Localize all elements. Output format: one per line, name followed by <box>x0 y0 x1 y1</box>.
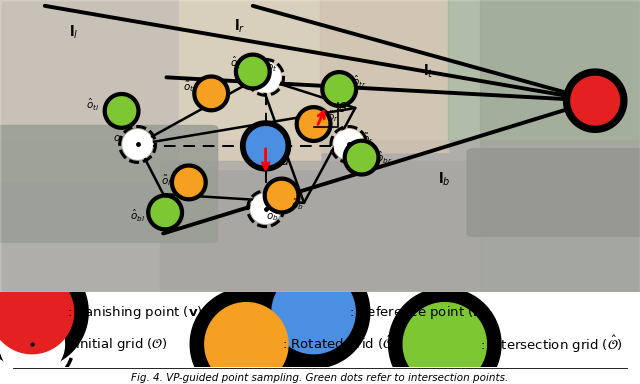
Text: $o_t$: $o_t$ <box>266 63 278 74</box>
Text: $\tilde{o}_l$: $\tilde{o}_l$ <box>161 174 172 189</box>
Polygon shape <box>251 63 280 92</box>
Text: $\hat{o}_{tl}$: $\hat{o}_{tl}$ <box>86 97 99 113</box>
Bar <box>0 0 179 181</box>
Polygon shape <box>170 164 207 201</box>
Polygon shape <box>257 256 370 368</box>
Bar <box>160 161 480 292</box>
Text: $o_l$: $o_l$ <box>113 133 124 144</box>
Polygon shape <box>234 53 271 90</box>
Polygon shape <box>205 303 288 384</box>
Polygon shape <box>175 168 203 197</box>
Polygon shape <box>272 270 355 354</box>
Text: $\hat{o}_{bl}$: $\hat{o}_{bl}$ <box>130 208 145 224</box>
Polygon shape <box>300 110 328 138</box>
Polygon shape <box>403 303 486 384</box>
Text: $\mathbf{l}_l$: $\mathbf{l}_l$ <box>69 23 78 41</box>
Polygon shape <box>197 79 225 108</box>
Text: $d$: $d$ <box>280 154 290 168</box>
Polygon shape <box>108 97 136 125</box>
Polygon shape <box>251 194 280 223</box>
Polygon shape <box>190 288 303 384</box>
Text: $o_b$: $o_b$ <box>266 212 278 223</box>
Text: $\tilde{o}_r$: $\tilde{o}_r$ <box>362 131 374 146</box>
Bar <box>448 0 640 140</box>
Text: $\tilde{o}_t$: $\tilde{o}_t$ <box>183 79 195 94</box>
Text: $\mathbf{l}_r$: $\mathbf{l}_r$ <box>234 18 246 35</box>
Polygon shape <box>151 199 179 227</box>
Polygon shape <box>193 75 230 112</box>
Text: : Rotated grid ($\tilde{\mathcal{O}}$): : Rotated grid ($\tilde{\mathcal{O}}$) <box>282 334 398 354</box>
Polygon shape <box>334 130 364 159</box>
Bar <box>179 0 320 169</box>
Polygon shape <box>388 288 501 384</box>
Text: $\hat{o}_{br}$: $\hat{o}_{br}$ <box>376 149 392 166</box>
Text: : Reference point ($\mathbf{r}$): : Reference point ($\mathbf{r}$) <box>349 304 485 321</box>
Polygon shape <box>147 194 184 231</box>
Polygon shape <box>123 130 152 159</box>
Polygon shape <box>325 75 353 103</box>
Bar <box>480 0 640 292</box>
FancyBboxPatch shape <box>467 149 640 237</box>
Polygon shape <box>564 69 627 132</box>
Polygon shape <box>241 121 291 171</box>
Text: $\hat{o}_t$: $\hat{o}_t$ <box>230 55 241 71</box>
Polygon shape <box>263 177 300 214</box>
Text: $\hat{o}_{tr}$: $\hat{o}_{tr}$ <box>353 74 367 90</box>
FancyBboxPatch shape <box>0 126 218 242</box>
Polygon shape <box>343 139 380 176</box>
Text: Fig. 4. VP-guided point sampling. Green dots refer to intersection points.: Fig. 4. VP-guided point sampling. Green … <box>131 373 509 383</box>
Polygon shape <box>239 58 267 86</box>
Bar <box>320 0 448 152</box>
Text: : Initial grid ($\mathcal{O}$): : Initial grid ($\mathcal{O}$) <box>67 336 168 353</box>
Polygon shape <box>0 270 74 354</box>
Text: $\tilde{o}_r$: $\tilde{o}_r$ <box>327 109 339 124</box>
Polygon shape <box>103 93 140 129</box>
Polygon shape <box>321 71 358 107</box>
Text: : Intersection grid ($\hat{\mathcal{O}}$): : Intersection grid ($\hat{\mathcal{O}}$… <box>480 334 623 355</box>
Polygon shape <box>295 106 332 142</box>
Text: : Vanishing point ($\mathbf{v}$): : Vanishing point ($\mathbf{v}$) <box>67 304 203 321</box>
Polygon shape <box>348 144 376 172</box>
Text: $\mathbf{l}_t$: $\mathbf{l}_t$ <box>423 63 435 80</box>
Bar <box>0 140 640 292</box>
Text: $\tilde{o}_b$: $\tilde{o}_b$ <box>291 197 304 212</box>
Polygon shape <box>571 76 620 125</box>
Polygon shape <box>268 182 296 210</box>
Text: $\mathbf{l}_b$: $\mathbf{l}_b$ <box>438 171 451 188</box>
Polygon shape <box>0 312 65 377</box>
Polygon shape <box>246 127 285 165</box>
Polygon shape <box>0 256 88 368</box>
Bar <box>0 0 640 140</box>
Text: $\theta$: $\theta$ <box>338 101 347 115</box>
